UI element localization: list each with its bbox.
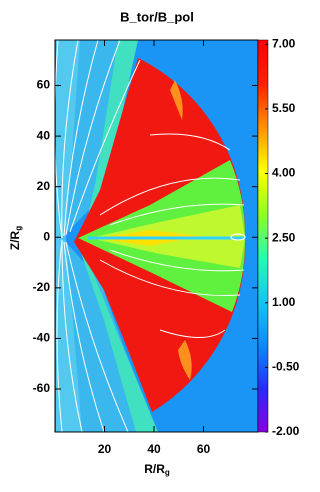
y-axis-label: Z/Rg [8, 226, 23, 250]
colorbar-tick-label: -0.50 [272, 360, 300, 374]
colorbar-tick-label: 2.50 [272, 230, 296, 244]
y-tick-label: -40 [33, 331, 51, 345]
colorbar [257, 39, 269, 433]
y-tick-label: -20 [33, 280, 51, 294]
colorbar-tick-label: 5.50 [272, 101, 296, 115]
y-tick-label: 0 [43, 229, 50, 243]
field-map [55, 40, 258, 432]
x-axis-label: R/Rg [144, 462, 170, 477]
colorbar-tick-label: 4.00 [272, 166, 296, 180]
y-tick-label: 20 [37, 179, 51, 193]
colorbar-tick-label: -2.00 [272, 424, 300, 438]
colorbar-tick-label: 1.00 [272, 295, 296, 309]
x-tick-label: 40 [147, 442, 161, 456]
x-tick-label: 60 [197, 442, 211, 456]
colorbar-tick-label: 7.00 [272, 36, 296, 50]
y-tick-label: -60 [33, 381, 51, 395]
x-tick-label: 20 [98, 442, 112, 456]
y-tick-label: 40 [37, 128, 51, 142]
chart-title: B_tor/B_pol [120, 9, 194, 24]
y-tick-label: 60 [37, 78, 51, 92]
